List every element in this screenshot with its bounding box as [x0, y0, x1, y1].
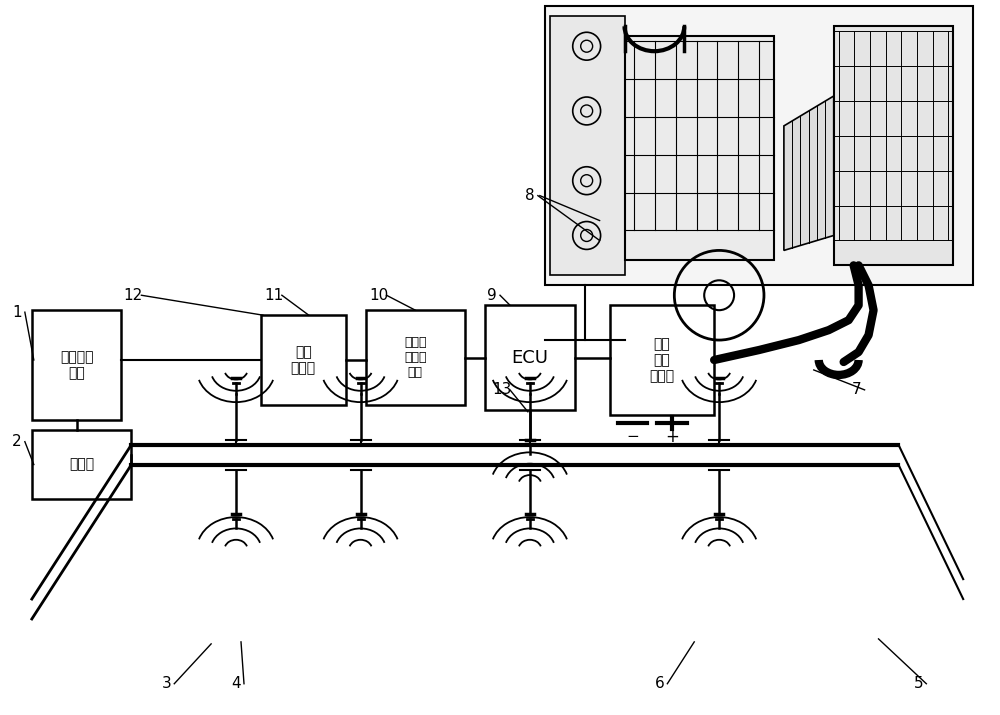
Bar [834, 26, 953, 265]
Text: 12: 12 [124, 287, 143, 302]
Text: 2: 2 [12, 434, 22, 449]
Bar [625, 36, 774, 260]
Bar [32, 310, 121, 420]
Bar [550, 16, 625, 275]
Text: 随车
尾气
检测仪: 随车 尾气 检测仪 [649, 337, 674, 383]
Bar [261, 315, 346, 405]
Text: 1: 1 [12, 305, 22, 320]
Text: 13: 13 [492, 383, 512, 398]
Text: 7: 7 [852, 383, 861, 398]
Text: 11: 11 [264, 287, 284, 302]
Text: 8: 8 [525, 188, 535, 203]
Bar [485, 305, 575, 410]
Bar [366, 310, 465, 405]
Bar [610, 305, 714, 415]
Text: 煮矿调度
中心: 煮矿调度 中心 [60, 350, 93, 380]
Text: 4: 4 [231, 676, 241, 691]
Text: 6: 6 [655, 676, 664, 691]
Text: 9: 9 [487, 287, 497, 302]
Text: 随车显
示通讯
装置: 随车显 示通讯 装置 [404, 336, 427, 379]
Text: 随车
显示器: 随车 显示器 [291, 345, 316, 375]
Text: 10: 10 [369, 287, 388, 302]
Text: 5: 5 [914, 676, 923, 691]
Bar [32, 430, 131, 500]
Text: 3: 3 [161, 676, 171, 691]
Bar [545, 6, 973, 285]
Text: 处理器: 处理器 [69, 458, 94, 472]
Polygon shape [784, 96, 834, 250]
Text: +: + [665, 428, 679, 445]
Text: ECU: ECU [511, 348, 548, 367]
Text: −: − [626, 429, 639, 444]
